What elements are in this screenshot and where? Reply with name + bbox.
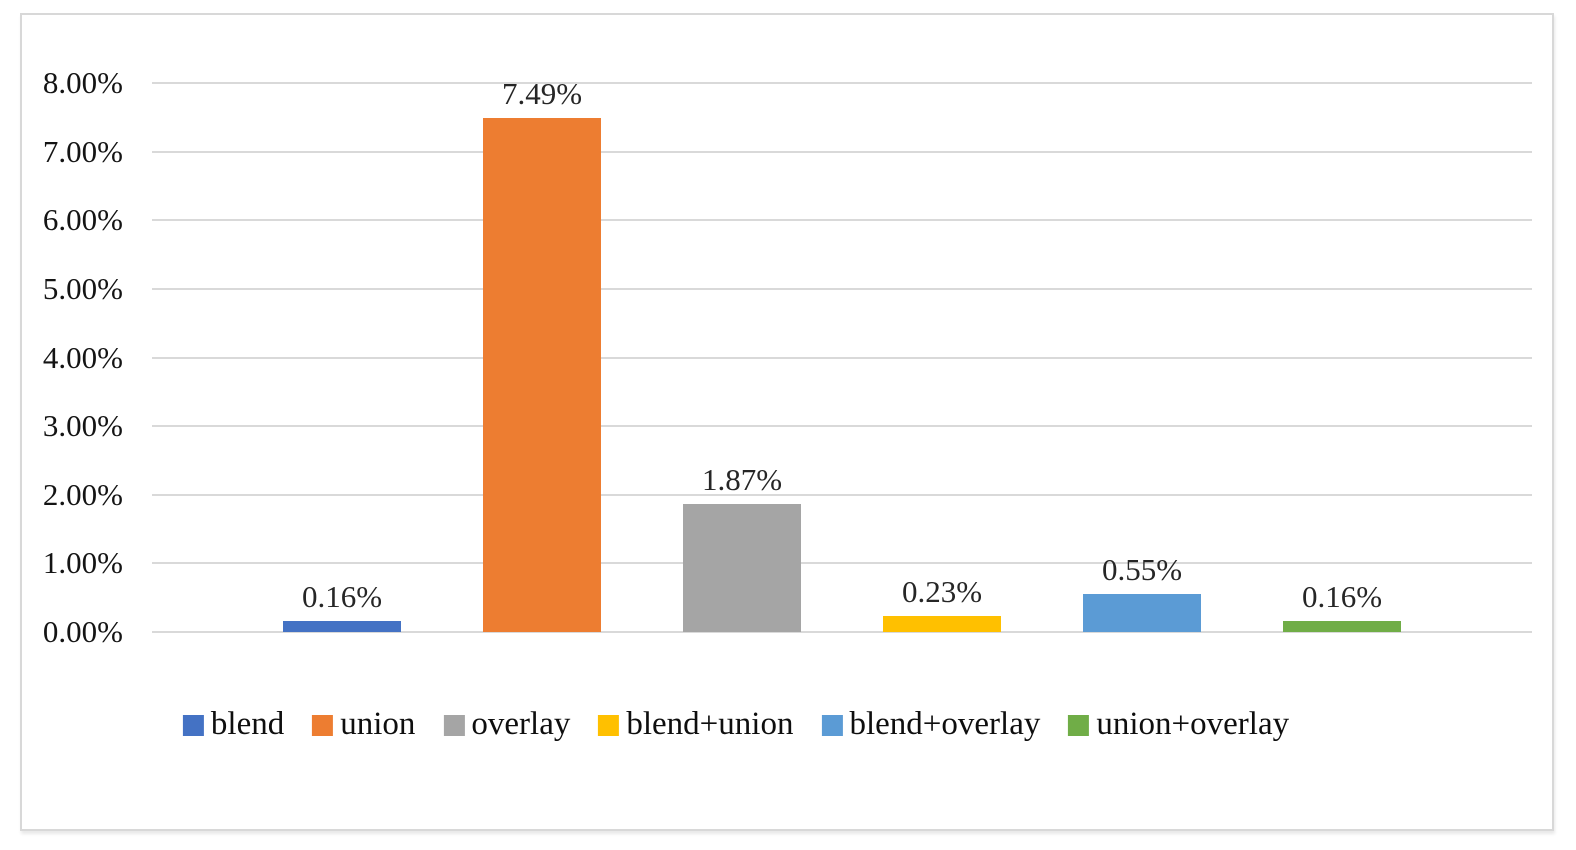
bar-union <box>483 118 601 632</box>
legend-label: blend+overlay <box>849 706 1041 742</box>
chart-legend: blend union overlay blend+union blend+overla… <box>182 706 1289 742</box>
gridline <box>152 631 1532 633</box>
legend-swatch-icon <box>182 715 204 736</box>
y-tick-label: 8.00% <box>42 64 123 100</box>
gridline <box>152 425 1532 428</box>
bar-blend+union <box>883 616 1001 632</box>
bar-blend+overlay <box>1083 594 1201 632</box>
legend-item-blend+union: blend+union <box>598 708 793 741</box>
bar-data-label: 0.55% <box>1101 552 1183 588</box>
legend-label: union <box>340 706 416 742</box>
bar-overlay <box>683 503 801 632</box>
bar-data-label: 0.16% <box>1301 579 1383 615</box>
plot-area: 0.16% 7.49% 1.87% 0.23% 0.55% 0.16% <box>152 78 1532 633</box>
y-tick-label: 7.00% <box>42 133 123 169</box>
bar-data-label: 0.23% <box>901 574 983 610</box>
legend-label: union+overlay <box>1096 706 1290 742</box>
gridline <box>152 150 1532 153</box>
gridline <box>152 562 1532 565</box>
y-axis-tick-labels: 0.00% 1.00% 2.00% 3.00% 4.00% 5.00% 6.00% 7.00%… <box>0 0 123 850</box>
y-tick-label: 6.00% <box>42 202 123 238</box>
legend-swatch-icon <box>821 715 843 736</box>
gridline <box>152 219 1532 222</box>
legend-item-blend: blend <box>182 706 285 742</box>
legend-item-union: union <box>312 708 415 741</box>
bar-data-label: 7.49% <box>501 76 583 111</box>
legend-swatch-icon <box>312 715 334 736</box>
y-tick-label: 5.00% <box>42 270 123 306</box>
legend-label: blend <box>210 706 285 742</box>
y-tick-label: 3.00% <box>42 408 123 444</box>
gridline <box>152 287 1532 290</box>
gridline <box>152 356 1532 359</box>
chart-frame <box>20 13 1554 831</box>
y-tick-label: 1.00% <box>42 545 123 581</box>
legend-item-union+overlay: union+overlay <box>1068 708 1289 741</box>
legend-item-blend+overlay: blend+overlay <box>821 708 1040 741</box>
y-tick-label: 2.00% <box>42 476 123 512</box>
legend-swatch-icon <box>598 715 620 736</box>
gridline <box>152 82 1532 84</box>
legend-label: blend+union <box>626 706 794 742</box>
bar-blend <box>283 621 401 632</box>
gridline <box>152 493 1532 496</box>
bar-union+overlay <box>1283 621 1401 632</box>
legend-label: overlay <box>471 706 571 742</box>
y-tick-label: 4.00% <box>42 339 123 375</box>
legend-swatch-icon <box>443 715 465 736</box>
legend-swatch-icon <box>1068 715 1090 736</box>
bar-data-label: 1.87% <box>701 461 783 497</box>
bar-data-label: 0.16% <box>301 579 383 615</box>
y-tick-label: 0.00% <box>42 613 123 649</box>
legend-item-overlay: overlay <box>443 708 570 741</box>
